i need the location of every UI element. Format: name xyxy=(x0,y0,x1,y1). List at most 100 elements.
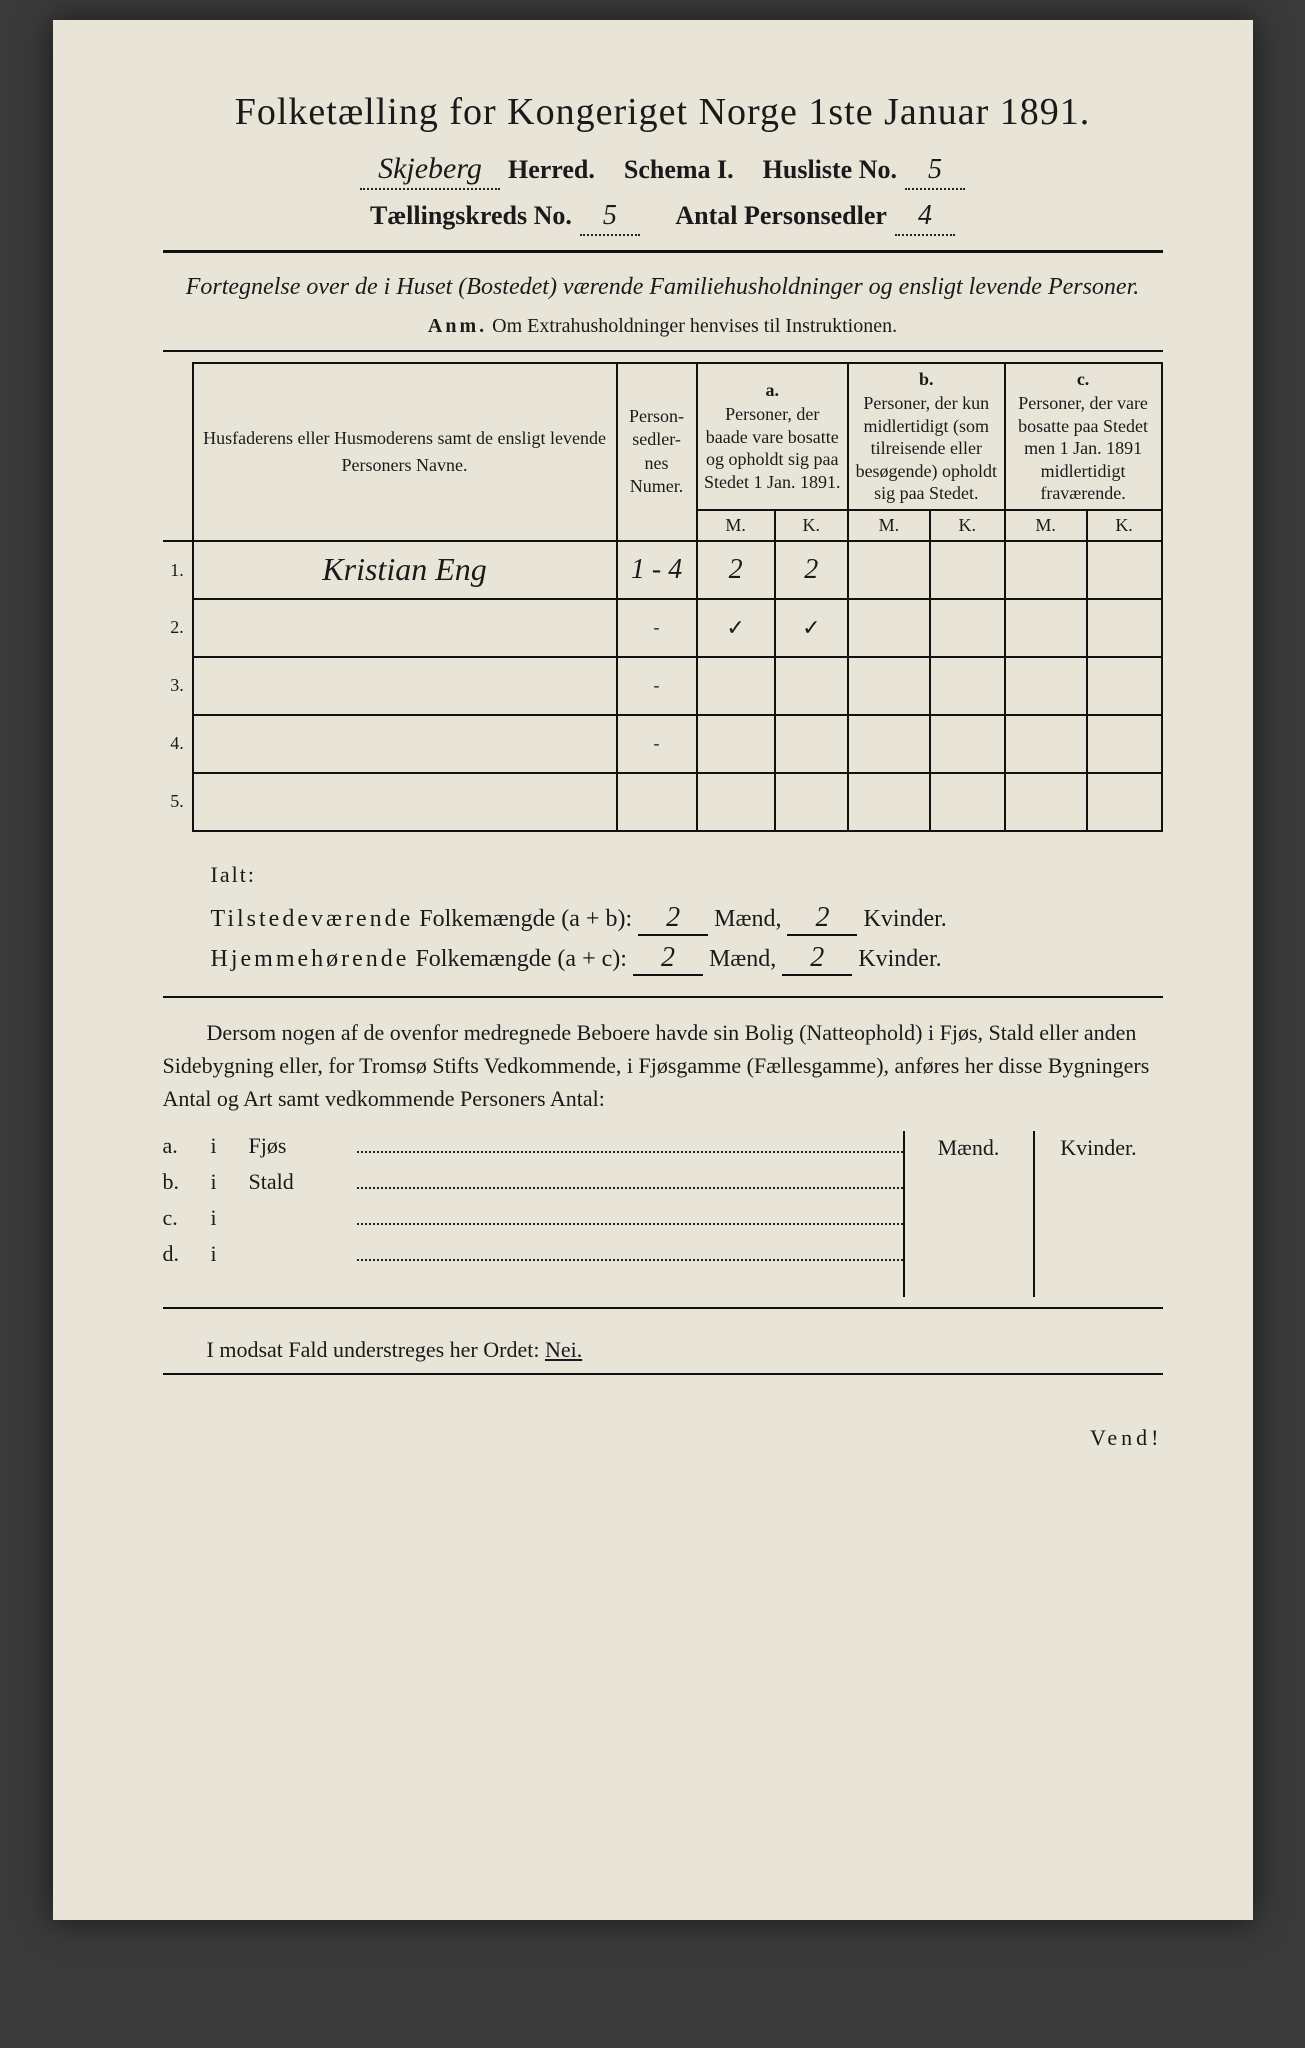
col-name-header: Husfaderens eller Husmoderens samt de en… xyxy=(193,363,617,541)
row-cm xyxy=(1005,599,1087,657)
col-num-header: Person- sedler- nes Numer. xyxy=(617,363,697,541)
row-ak xyxy=(775,773,848,831)
side-row: a.iFjøs xyxy=(163,1131,903,1159)
divider xyxy=(163,996,1163,998)
row-ck xyxy=(1087,773,1162,831)
row-am: ✓ xyxy=(697,599,775,657)
row-num-cell: - xyxy=(617,715,697,773)
census-table: Husfaderens eller Husmoderens samt de en… xyxy=(163,362,1163,832)
row-bm xyxy=(848,715,930,773)
row-name-cell xyxy=(193,773,617,831)
row-number: 5. xyxy=(163,773,193,831)
census-form-page: Folketælling for Kongeriget Norge 1ste J… xyxy=(53,20,1253,1920)
tilstede-k: 2 xyxy=(787,902,857,936)
col-a-m: M. xyxy=(697,510,775,541)
paragraph-sidebuilding: Dersom nogen af de ovenfor medregnede Be… xyxy=(163,1016,1163,1115)
row-ck xyxy=(1087,541,1162,599)
row-bm xyxy=(848,657,930,715)
row-ak xyxy=(775,715,848,773)
husliste-label: Husliste No. xyxy=(763,155,897,185)
hjemme-m: 2 xyxy=(633,942,703,976)
row-number: 1. xyxy=(163,541,193,599)
row-ak xyxy=(775,657,848,715)
anm-text: Om Extrahusholdninger henvises til Instr… xyxy=(492,315,897,337)
ialt-label: Ialt: xyxy=(211,862,1163,888)
row-bm xyxy=(848,599,930,657)
row-name-cell xyxy=(193,715,617,773)
row-number: 2. xyxy=(163,599,193,657)
row-number: 4. xyxy=(163,715,193,773)
table-row: 3. - xyxy=(163,657,1162,715)
col-a-header: a. Personer, der baade vare bosatte og o… xyxy=(697,363,848,510)
vend-label: Vend! xyxy=(163,1425,1163,1451)
row-ak: ✓ xyxy=(775,599,848,657)
side-row: c.i xyxy=(163,1203,903,1231)
row-ck xyxy=(1087,657,1162,715)
row-num-cell xyxy=(617,773,697,831)
row-cm xyxy=(1005,541,1087,599)
husliste-value: 5 xyxy=(905,154,965,190)
sum-line-2: Hjemmehørende Folkemængde (a + c): 2 Mæn… xyxy=(211,942,1163,976)
row-num-cell: - xyxy=(617,599,697,657)
sum-line-1: Tilstedeværende Folkemængde (a + b): 2 M… xyxy=(211,902,1163,936)
col-b-m: M. xyxy=(848,510,930,541)
row-bk xyxy=(930,715,1005,773)
row-bm xyxy=(848,541,930,599)
table-row: 1.Kristian Eng1 - 422 xyxy=(163,541,1162,599)
row-name-cell xyxy=(193,657,617,715)
side-row: b.iStald xyxy=(163,1167,903,1195)
kreds-value: 5 xyxy=(580,200,640,236)
col-a-k: K. xyxy=(775,510,848,541)
row-number: 3. xyxy=(163,657,193,715)
row-num-cell: 1 - 4 xyxy=(617,541,697,599)
schema-label: Schema I. xyxy=(624,155,734,185)
dotted-line xyxy=(357,1239,903,1261)
tilstede-m: 2 xyxy=(638,902,708,936)
dotted-line xyxy=(357,1167,903,1189)
row-am: 2 xyxy=(697,541,775,599)
nei-word: Nei. xyxy=(545,1337,582,1362)
header-line-2: Tællingskreds No. 5 Antal Personsedler 4 xyxy=(163,200,1163,236)
anm-prefix: Anm. xyxy=(428,315,487,337)
col-c-header: c. Personer, der vare bosatte paa Stedet… xyxy=(1005,363,1162,510)
row-bk xyxy=(930,657,1005,715)
antal-value: 4 xyxy=(895,200,955,236)
divider xyxy=(163,1373,1163,1375)
final-line: I modsat Fald understreges her Ordet: Ne… xyxy=(163,1337,1163,1363)
row-am xyxy=(697,715,775,773)
row-bm xyxy=(848,773,930,831)
col-b-header: b. Personer, der kun midlertidigt (som t… xyxy=(848,363,1005,510)
row-bk xyxy=(930,541,1005,599)
hjemme-k: 2 xyxy=(782,942,852,976)
main-title: Folketælling for Kongeriget Norge 1ste J… xyxy=(163,90,1163,134)
col-c-k: K. xyxy=(1087,510,1162,541)
subtitle: Fortegnelse over de i Huset (Bostedet) v… xyxy=(163,271,1163,305)
row-am xyxy=(697,657,775,715)
row-bk xyxy=(930,773,1005,831)
side-row: d.i xyxy=(163,1239,903,1267)
anm-line: Anm. Om Extrahusholdninger henvises til … xyxy=(163,315,1163,338)
col-b-k: K. xyxy=(930,510,1005,541)
row-ak: 2 xyxy=(775,541,848,599)
totals-block: Ialt: Tilstedeværende Folkemængde (a + b… xyxy=(211,862,1163,976)
side-col-maend: Mænd. xyxy=(903,1131,1033,1297)
table-row: 2.-✓✓ xyxy=(163,599,1162,657)
table-row: 5. xyxy=(163,773,1162,831)
row-num-cell: - xyxy=(617,657,697,715)
herred-value: Skjeberg xyxy=(360,152,500,190)
divider xyxy=(163,250,1163,253)
row-name-cell xyxy=(193,599,617,657)
row-ck xyxy=(1087,715,1162,773)
divider xyxy=(163,350,1163,352)
row-cm xyxy=(1005,773,1087,831)
divider xyxy=(163,1307,1163,1309)
herred-label: Herred. xyxy=(508,155,595,185)
kreds-label: Tællingskreds No. xyxy=(370,201,572,231)
row-name-cell: Kristian Eng xyxy=(193,541,617,599)
row-cm xyxy=(1005,657,1087,715)
side-col-kvinder: Kvinder. xyxy=(1033,1131,1163,1297)
antal-label: Antal Personsedler xyxy=(675,201,887,231)
row-am xyxy=(697,773,775,831)
dotted-line xyxy=(357,1131,903,1153)
dotted-line xyxy=(357,1203,903,1225)
